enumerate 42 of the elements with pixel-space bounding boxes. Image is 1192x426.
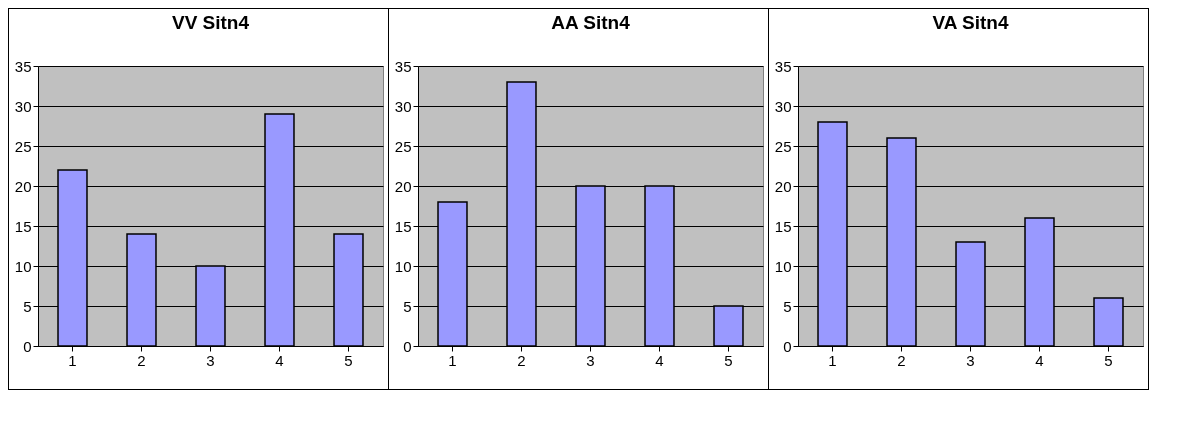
y-tick-label: 15 xyxy=(774,217,792,235)
x-tick-label: 2 xyxy=(137,351,146,369)
y-tick-label: 30 xyxy=(774,97,792,115)
chart-title: VA Sitn4 xyxy=(932,12,1009,33)
x-tick-label: 4 xyxy=(275,351,284,369)
y-tick-label: 20 xyxy=(774,177,792,195)
chart-title: VV Sitn4 xyxy=(171,12,250,33)
y-tick-label: 15 xyxy=(394,217,412,235)
y-tick-label: 20 xyxy=(394,177,412,195)
y-tick-label: 0 xyxy=(23,337,32,355)
y-tick-label: 5 xyxy=(783,297,792,315)
y-tick-label: 35 xyxy=(774,57,792,75)
y-tick-label: 10 xyxy=(394,257,412,275)
chart-title: AA Sitn4 xyxy=(551,12,631,33)
y-tick-label: 15 xyxy=(14,217,32,235)
x-tick-label: 2 xyxy=(897,351,906,369)
x-tick-label: 5 xyxy=(344,351,353,369)
x-tick-label: 4 xyxy=(655,351,664,369)
y-tick-label: 5 xyxy=(403,297,412,315)
y-tick-label: 10 xyxy=(774,257,792,275)
y-tick-label: 35 xyxy=(394,57,412,75)
x-tick-label: 3 xyxy=(966,351,975,369)
x-tick-label: 3 xyxy=(206,351,215,369)
x-tick-label: 1 xyxy=(68,351,77,369)
x-tick-label: 2 xyxy=(517,351,526,369)
y-tick-label: 25 xyxy=(14,137,32,155)
y-tick-label: 10 xyxy=(14,257,32,275)
x-tick-label: 5 xyxy=(724,351,733,369)
x-tick-label: 4 xyxy=(1035,351,1044,369)
y-tick-label: 0 xyxy=(783,337,792,355)
y-tick-label: 30 xyxy=(14,97,32,115)
x-tick-label: 5 xyxy=(1104,351,1113,369)
x-tick-label: 3 xyxy=(586,351,595,369)
y-tick-label: 5 xyxy=(23,297,32,315)
y-tick-label: 30 xyxy=(394,97,412,115)
y-tick-label: 25 xyxy=(774,137,792,155)
y-tick-label: 35 xyxy=(14,57,32,75)
y-tick-label: 0 xyxy=(403,337,412,355)
y-tick-label: 20 xyxy=(14,177,32,195)
y-tick-label: 25 xyxy=(394,137,412,155)
x-tick-label: 1 xyxy=(828,351,837,369)
x-tick-label: 1 xyxy=(448,351,457,369)
